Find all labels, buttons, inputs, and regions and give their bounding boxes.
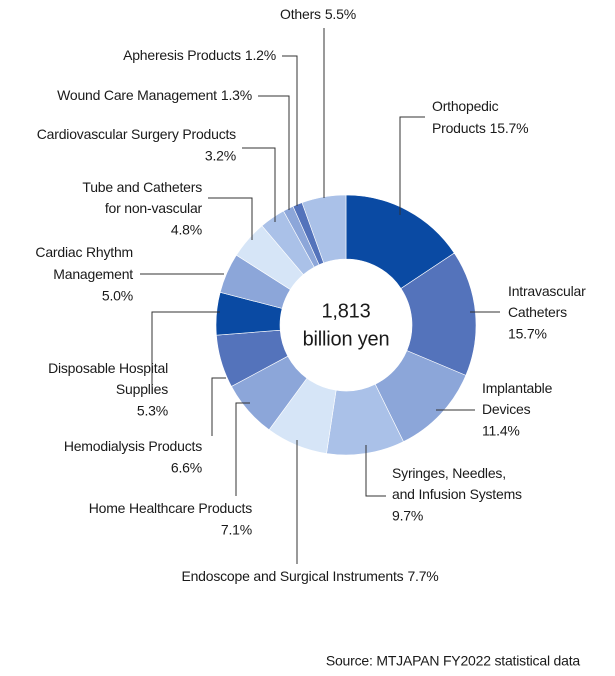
category-label: for non-vascular [105,200,203,216]
leader-line [208,197,253,240]
category-label-line: Syringes, Needles, [392,465,506,481]
category-label-line: Catheters [508,304,567,320]
value-label: 6.6% [171,460,202,476]
category-label-line: Endoscope and Surgical Instruments [181,568,403,584]
center-total: 1,813 [321,300,370,322]
category-label: Apheresis Products 1.2% [123,47,276,63]
category-label: Hemodialysis Products [64,438,202,454]
category-label-line: Products [432,120,486,136]
category-label: Cardiac Rhythm [35,244,133,260]
category-label-line: Intravascular [508,283,586,299]
leader-line [399,116,425,215]
category-label-line: Supplies [116,381,168,397]
category-label-line: Apheresis Products [123,47,241,63]
value-label: 4.8% [171,222,202,238]
leader-line [365,445,386,497]
donut-slice [301,194,347,264]
category-label-line: Management [53,266,133,282]
category-label: Orthopedic [432,98,499,114]
category-label-line: Tube and Catheters [82,179,202,195]
category-label: Devices [482,401,531,417]
category-label: Syringes, Needles, [392,465,506,481]
value-label: 7.7% [407,568,438,584]
source-note: Source: MTJAPAN FY2022 statistical data [326,653,581,669]
leader-line [282,55,298,206]
category-label: Intravascular [508,283,586,299]
category-label: Home Healthcare Products [89,500,252,516]
category-label: Implantable [482,380,553,396]
category-label: Tube and Catheters [82,179,202,195]
value-label: 5.3% [137,403,168,419]
value-label: 1.3% [221,87,252,103]
category-label-line: Home Healthcare Products [89,500,252,516]
category-label-line: Wound Care Management [57,87,217,103]
category-label-line: Cardiac Rhythm [35,244,133,260]
leader-line [258,95,290,210]
value-label: 5.0% [102,288,133,304]
category-label: Others 5.5% [280,6,356,22]
category-label-line: Orthopedic [432,98,499,114]
leader-line [151,311,220,394]
category-label-line: Others [280,6,321,22]
value-label: 15.7% [490,120,529,136]
category-label: Endoscope and Surgical Instruments 7.7% [181,568,438,584]
category-label-line: Cardiovascular Surgery Products [37,126,236,142]
value-label: 1.2% [245,47,276,63]
category-label: Management [53,266,133,282]
value-label: 5.5% [325,6,356,22]
value-label: 9.7% [392,508,423,524]
value-label: 3.2% [205,148,236,164]
category-label: Disposable Hospital [48,360,168,376]
category-label: Wound Care Management 1.3% [57,87,252,103]
leader-line [211,377,226,436]
value-label: 11.4% [482,423,520,439]
value-label: 7.1% [221,522,252,538]
category-label: Catheters [508,304,567,320]
leader-line [242,147,276,222]
category-label-line: for non-vascular [105,200,203,216]
category-label-line: and Infusion Systems [392,486,522,502]
category-label: Supplies [116,381,168,397]
center-unit: billion yen [303,328,390,350]
leader-line [235,402,250,496]
category-label: Cardiovascular Surgery Products [37,126,236,142]
category-label: Products 15.7% [432,120,528,136]
category-label-line: Disposable Hospital [48,360,168,376]
value-label: 15.7% [508,326,547,342]
category-label-line: Implantable [482,380,553,396]
category-label-line: Devices [482,401,531,417]
category-label: and Infusion Systems [392,486,522,502]
category-label-line: Hemodialysis Products [64,438,202,454]
